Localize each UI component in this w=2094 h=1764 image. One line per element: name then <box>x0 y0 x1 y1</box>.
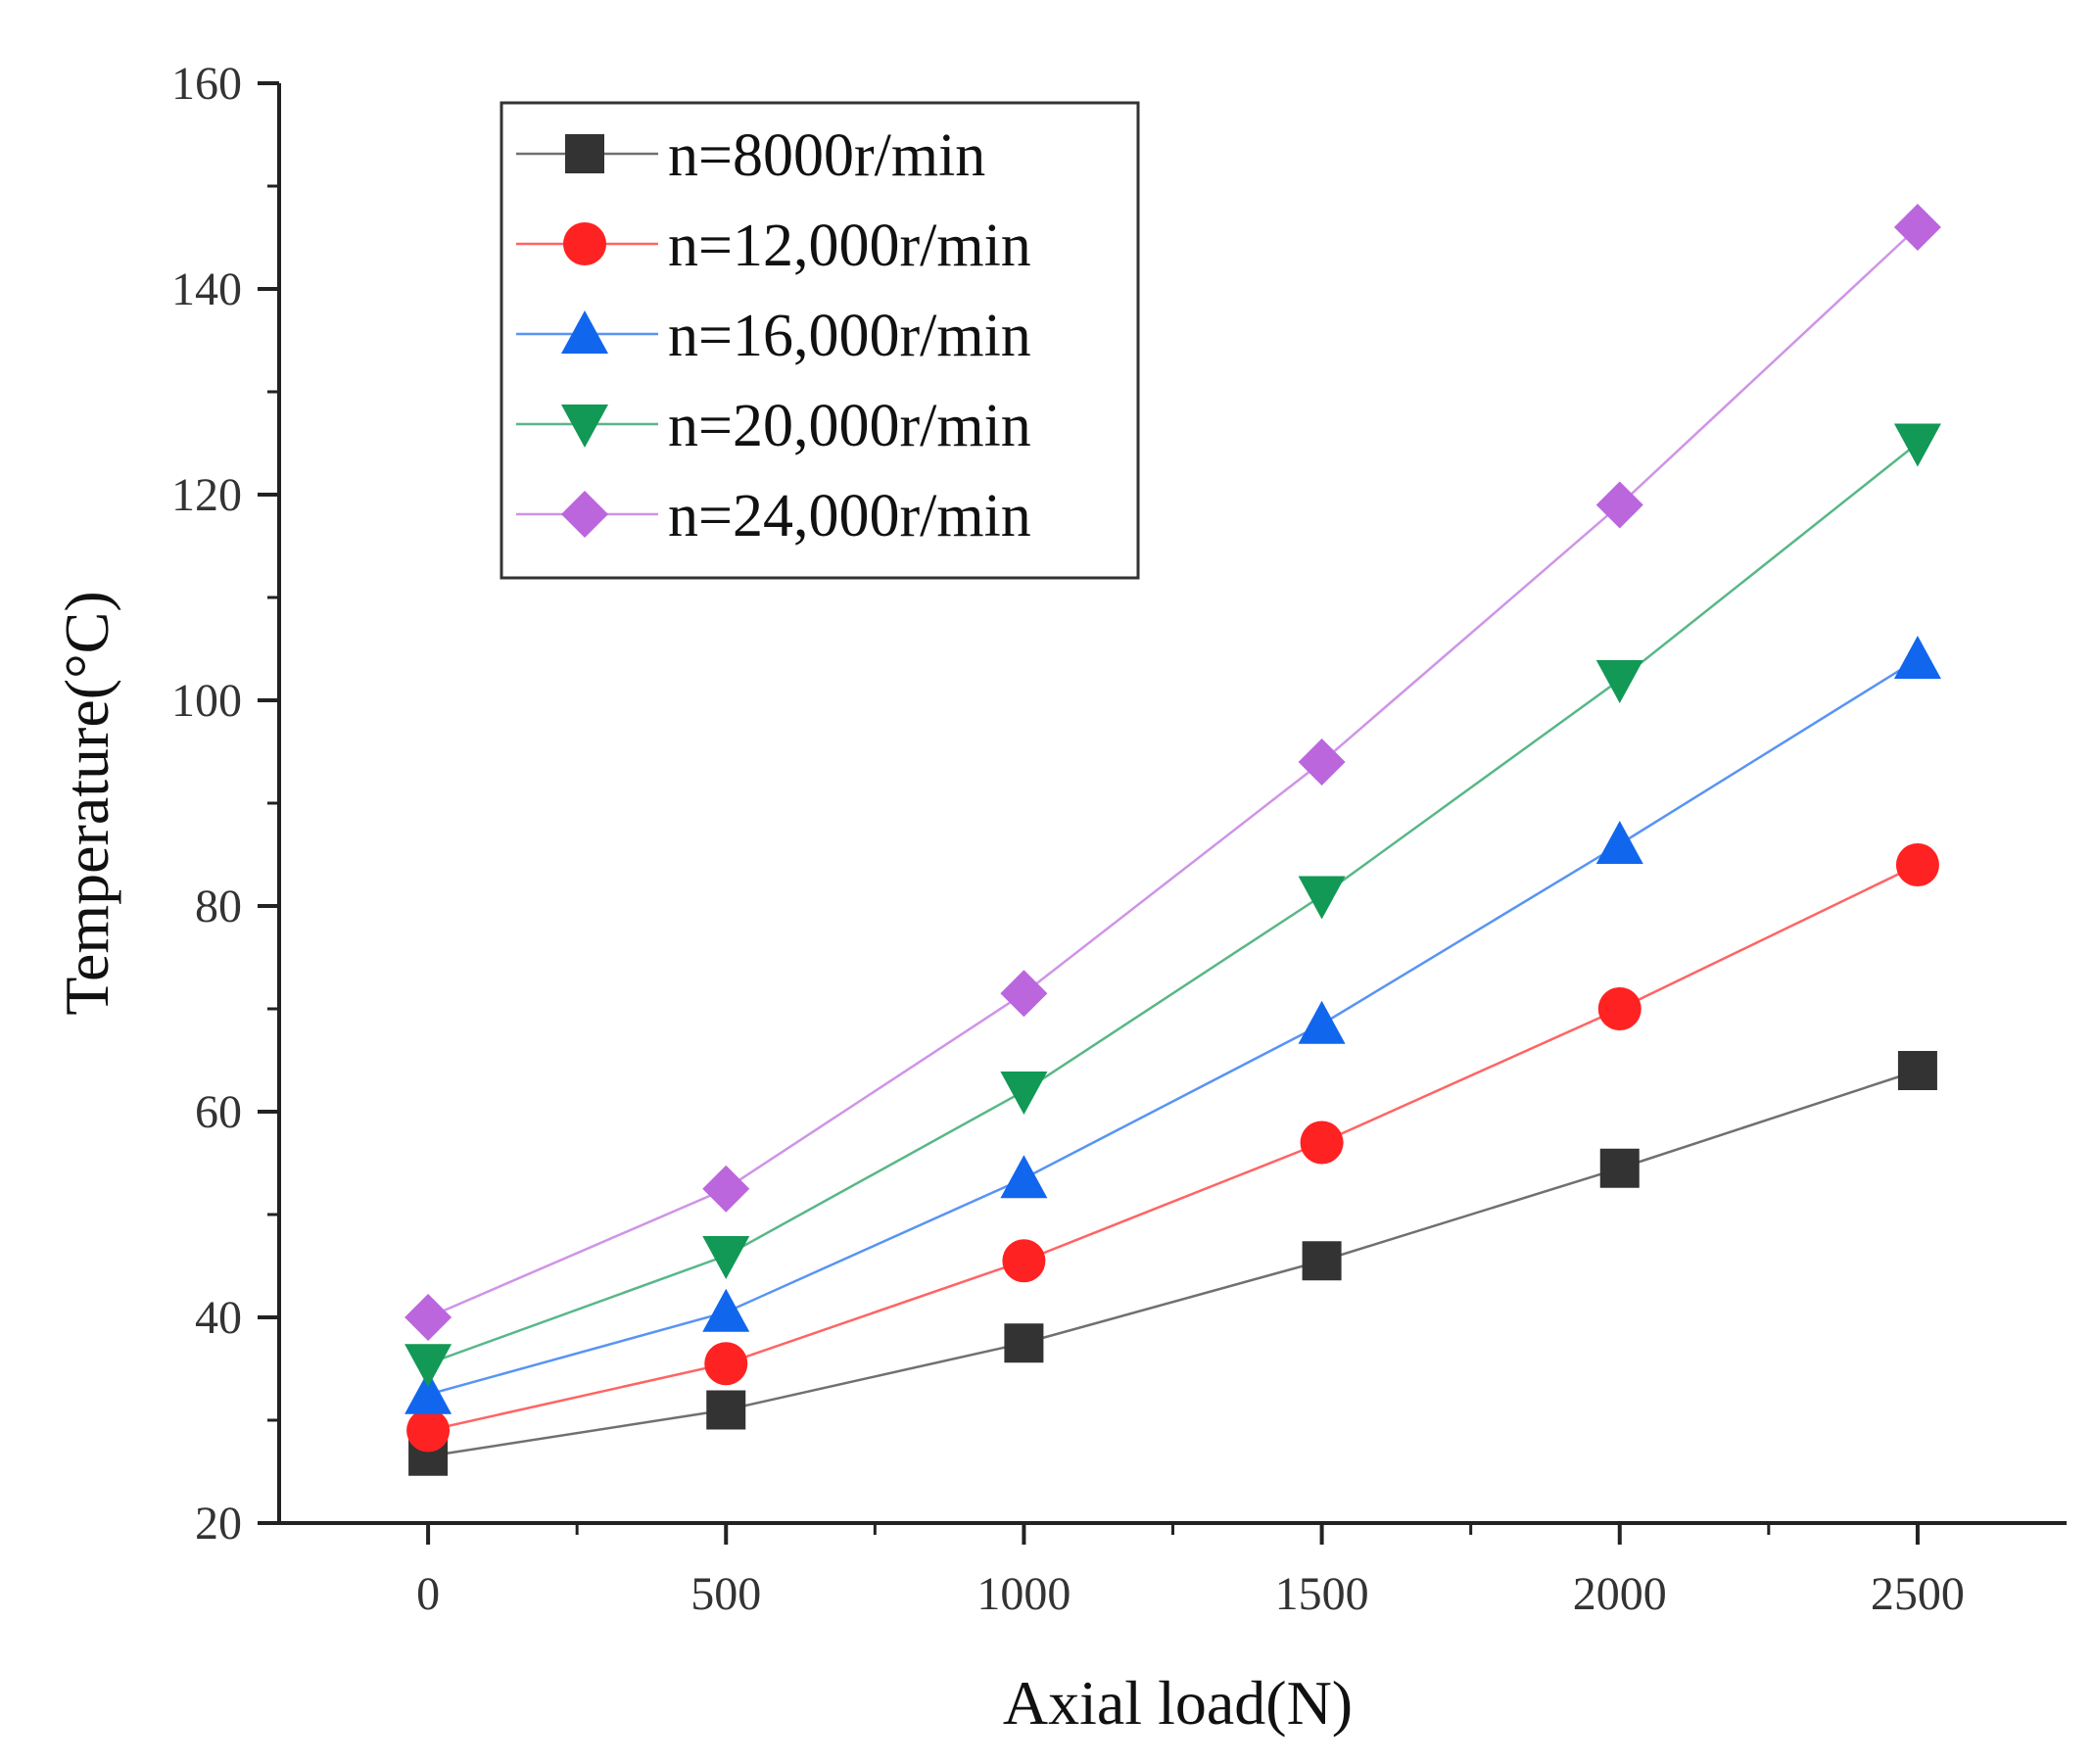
data-point <box>1595 660 1643 703</box>
legend-marker <box>565 134 604 173</box>
data-point <box>1300 1120 1344 1165</box>
y-tick-label: 80 <box>195 881 242 932</box>
series-line <box>427 226 1919 1319</box>
y-tick-label: 40 <box>195 1292 242 1344</box>
data-point <box>1004 1323 1044 1363</box>
data-point <box>405 1294 452 1341</box>
legend-entry: n=12,000r/min <box>516 213 1031 279</box>
legend-entry: n=24,000r/min <box>516 483 1031 549</box>
axes: 20 40 60 80 100 120 140 160 0 500 1000 1500 2000 2500 <box>171 58 2067 1620</box>
y-axis-title: Temperature(°C) <box>52 591 121 1015</box>
series-line <box>427 442 1919 1365</box>
legend-entry: n=8000r/min <box>516 122 985 189</box>
data-point <box>1000 1155 1048 1199</box>
data-point <box>702 1165 750 1213</box>
x-tick-label: 1500 <box>1275 1568 1369 1620</box>
legend-entry: n=20,000r/min <box>516 393 1031 459</box>
data-point <box>706 1390 746 1430</box>
x-tick-label: 500 <box>690 1568 761 1620</box>
data-point <box>1000 970 1048 1018</box>
series-line <box>427 657 1919 1396</box>
series-layer <box>405 204 1941 1476</box>
data-point <box>405 1344 452 1388</box>
series-1 <box>408 1051 1937 1476</box>
data-point <box>406 1408 451 1453</box>
data-point <box>1000 1072 1048 1115</box>
data-point <box>1298 739 1346 786</box>
data-point <box>1893 423 1941 467</box>
legend-label: n=8000r/min <box>668 122 985 189</box>
data-point <box>702 1236 750 1279</box>
legend-marker <box>563 222 606 265</box>
legend-entry: n=16,000r/min <box>516 303 1031 369</box>
legend-marker <box>561 491 608 538</box>
data-point <box>1298 876 1346 920</box>
y-tick-label: 140 <box>171 263 242 315</box>
data-point <box>1595 481 1643 529</box>
data-point <box>1897 1051 1937 1090</box>
data-point <box>1595 821 1643 864</box>
data-point <box>1599 1148 1640 1188</box>
x-tick-label: 2000 <box>1573 1568 1667 1620</box>
y-tick-label: 60 <box>195 1086 242 1138</box>
x-axis-title: Axial load(N) <box>1003 1668 1353 1738</box>
data-point <box>1597 987 1642 1030</box>
series-2 <box>406 843 1939 1453</box>
legend: n=8000r/min n=12,000r/min n=16,000r/min n=2… <box>500 101 1140 580</box>
data-point <box>1895 843 1939 886</box>
series-line <box>427 863 1919 1432</box>
legend-label: n=12,000r/min <box>668 213 1031 279</box>
series-3 <box>405 636 1941 1414</box>
data-point <box>405 1370 452 1414</box>
x-tick-label: 1000 <box>976 1568 1071 1620</box>
data-point <box>1298 1000 1346 1044</box>
legend-box <box>500 101 1140 580</box>
data-point <box>1893 204 1941 251</box>
data-point <box>1002 1239 1046 1283</box>
legend-label: n=24,000r/min <box>668 483 1031 549</box>
series-line <box>427 1069 1919 1457</box>
legend-label: n=20,000r/min <box>668 393 1031 459</box>
y-tick-label: 160 <box>171 58 242 110</box>
series-5 <box>405 204 1941 1341</box>
x-tick-label: 2500 <box>1871 1568 1965 1620</box>
x-tick-label: 0 <box>416 1568 440 1620</box>
data-point <box>1893 636 1941 679</box>
legend-label: n=16,000r/min <box>668 303 1031 369</box>
y-tick-label: 120 <box>171 469 242 521</box>
y-tick-label: 100 <box>171 675 242 727</box>
legend-marker <box>561 405 608 448</box>
data-point <box>1302 1241 1342 1281</box>
legend-marker <box>561 310 608 354</box>
series-4 <box>405 423 1941 1388</box>
y-tick-label: 20 <box>195 1498 242 1549</box>
data-point <box>704 1342 748 1386</box>
data-point <box>702 1288 750 1332</box>
